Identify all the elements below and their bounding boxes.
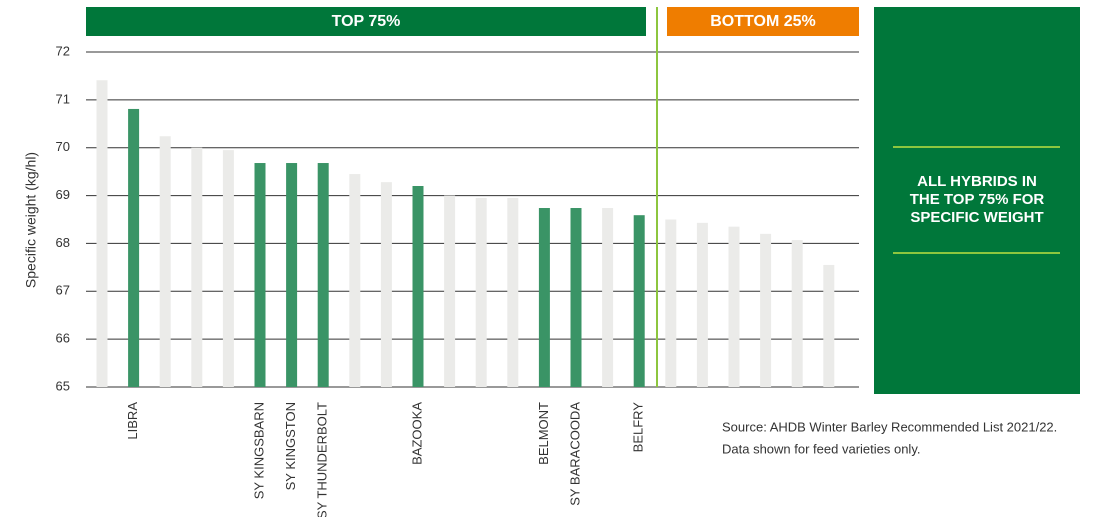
bar: [191, 147, 203, 387]
panel-text: ALL HYBRIDS IN: [917, 173, 1037, 190]
x-tick-label: LIBRA: [125, 402, 140, 440]
y-tick-label: 71: [56, 91, 70, 106]
x-tick-label: BELMONT: [536, 402, 551, 465]
top-label: TOP 75%: [332, 13, 401, 30]
y-tick-label: 68: [56, 235, 70, 250]
y-tick-label: 72: [56, 43, 70, 58]
bar: [823, 264, 835, 387]
bar: [286, 163, 298, 387]
bar: [507, 197, 519, 387]
bar: [570, 208, 582, 387]
bar: [254, 163, 266, 387]
y-axis-label: Specific weight (kg/hl): [23, 152, 39, 288]
panel-text: SPECIFIC WEIGHT: [910, 209, 1043, 226]
bar: [538, 208, 550, 387]
panel: [874, 7, 1080, 394]
x-tick-label: SY THUNDERBOLT: [315, 402, 330, 517]
bar: [602, 208, 614, 387]
bar: [475, 197, 487, 387]
bottom-banner: [667, 7, 859, 36]
panel-text: THE TOP 75% FOR: [910, 191, 1045, 208]
y-tick-label: 65: [56, 378, 70, 393]
x-tick-label: BAZOOKA: [409, 402, 424, 465]
bar: [696, 222, 708, 387]
bar: [728, 226, 740, 387]
bar: [222, 150, 234, 387]
bottom-label: BOTTOM 25%: [710, 13, 816, 30]
y-tick-label: 70: [56, 139, 70, 154]
top-banner: [86, 7, 646, 36]
source: Data shown for feed varieties only.: [722, 441, 920, 456]
y-tick-label: 69: [56, 187, 70, 202]
source: Source: AHDB Winter Barley Recommended L…: [722, 419, 1057, 434]
bar: [444, 195, 456, 387]
bar: [96, 80, 108, 387]
bar: [633, 215, 645, 387]
y-tick-label: 66: [56, 331, 70, 346]
bar: [317, 163, 329, 387]
bar: [665, 219, 677, 387]
x-tick-label: SY KINGSBARN: [251, 402, 266, 499]
bar: [380, 182, 392, 387]
bar: [349, 174, 361, 387]
bar: [412, 186, 424, 387]
bar: [128, 108, 140, 387]
y-tick-label: 67: [56, 283, 70, 298]
bar: [791, 240, 803, 387]
x-tick-label: SY KINGSTON: [283, 402, 298, 490]
x-tick-label: BELFRY: [631, 402, 646, 453]
x-tick-label: SY BARACOODA: [567, 402, 582, 506]
bar: [159, 136, 171, 387]
bar: [760, 233, 772, 387]
